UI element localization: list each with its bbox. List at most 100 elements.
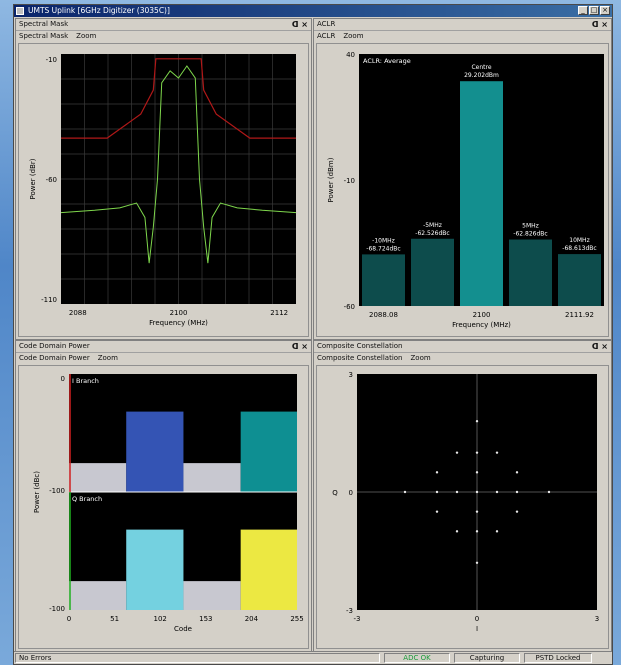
aclr-legend: ACLR: Average [363, 57, 411, 65]
pane-title: Code Domain Power [19, 342, 90, 350]
x-tick-label: 3 [595, 615, 599, 623]
constellation-chart[interactable]: 3 0 -3-3 0 3 I Q [317, 366, 608, 648]
menu-zoom[interactable]: Zoom [97, 354, 118, 362]
pane-title: ACLR [317, 20, 336, 28]
x-tick-label: 102 [154, 615, 167, 623]
constellation-point [475, 490, 479, 494]
plot-frame: 3 0 -3 -3 0 3 I Q [316, 365, 609, 649]
x-axis-label: I [476, 625, 478, 633]
y-tick-label: 3 [349, 371, 353, 379]
x-tick-label: 0 [475, 615, 479, 623]
series-mask [61, 58, 296, 139]
bar-category-label: Centre [471, 64, 491, 71]
constellation-point [475, 471, 479, 474]
bar-value-label: 29.202dBm [464, 72, 499, 79]
app-icon [16, 7, 24, 15]
x-tick-label: 2100 [473, 311, 491, 319]
pane-controls[interactable]: ᗡ × [291, 342, 308, 351]
code-domain-power-pane: Code Domain Power ᗡ × Code Domain Power Zo… [15, 340, 312, 652]
maximize-button[interactable]: □ [589, 6, 599, 15]
x-tick-label: 204 [245, 615, 259, 623]
y-tick-label: -110 [41, 296, 57, 304]
constellation-point [495, 530, 499, 533]
pstd-status: PSTD Locked [524, 653, 592, 663]
y-axis-label: Power (dBc) [33, 471, 41, 513]
aclr-pane: ACLR ᗡ × ACLR Zoom ACLR: Average -10MHz -68.… [313, 18, 612, 340]
x-axis-label: Frequency (MHz) [452, 321, 511, 329]
bar-category-label: 10MHz [569, 237, 589, 244]
constellation-point [515, 471, 519, 474]
close-button[interactable]: × [600, 6, 610, 15]
bar-value-label: -68.724dBc [366, 245, 400, 252]
pane-controls[interactable]: ᗡ × [591, 342, 608, 351]
aclr-chart[interactable]: ACLR: Average -10MHz-68.724dBc -5MHz-62.52… [317, 44, 608, 336]
plot-frame: ACLR: Average -10MHz -68.724dBc -5MHz -62.52… [316, 43, 609, 337]
plot-frame: -10 -60 -110 2088 2100 2112 Frequency (MHz) Pow… [18, 43, 309, 337]
code-block [240, 529, 297, 610]
x-tick-label: 0 [67, 615, 71, 623]
bar-value-label: -62.526dBc [415, 230, 449, 237]
constellation-point [455, 490, 459, 494]
bar-category-label: 5MHz [522, 223, 539, 230]
aclr-bar [411, 238, 454, 306]
y-tick-label: -60 [344, 303, 355, 311]
menu-code-domain-power[interactable]: Code Domain Power [19, 354, 90, 362]
y-axis-label: Power (dBr) [29, 158, 37, 199]
code-block [69, 581, 127, 610]
code-block [240, 411, 297, 492]
menu-aclr[interactable]: ACLR [317, 32, 336, 40]
menu-zoom[interactable]: Zoom [410, 354, 431, 362]
aclr-bar [362, 254, 405, 306]
y-tick-label: 40 [346, 51, 355, 59]
title-bar[interactable]: UMTS Uplink [6GHz Digitizer (3035C)] _ □… [14, 5, 612, 17]
y-axis-label: Power (dBm) [327, 157, 335, 202]
x-tick-label: 2088.08 [369, 311, 398, 319]
x-tick-label: 51 [110, 615, 119, 623]
branch-label: Q Branch [72, 495, 102, 503]
constellation-pane: Composite Constellation ᗡ × Composite Con… [313, 340, 612, 652]
menu-zoom[interactable]: Zoom [76, 32, 97, 40]
constellation-point [475, 530, 479, 533]
pane-controls[interactable]: ᗡ × [291, 20, 308, 29]
code-block [126, 411, 184, 492]
menu-composite-constellation[interactable]: Composite Constellation [317, 354, 403, 362]
pane-title: Composite Constellation [317, 342, 403, 350]
app-window: UMTS Uplink [6GHz Digitizer (3035C)] _ □… [13, 4, 613, 665]
constellation-point [475, 420, 479, 423]
menu-spectral-mask[interactable]: Spectral Mask [19, 32, 69, 40]
constellation-point [435, 490, 439, 494]
plot-frame: I Branch Q Branch 0 -100 -100 0 51 102 153 204 255… [18, 365, 309, 649]
constellation-point [515, 510, 519, 513]
menu-zoom[interactable]: Zoom [343, 32, 364, 40]
status-bar: No Errors ADC OK Capturing PSTD Locked [14, 651, 612, 664]
bar-category-label: -10MHz [372, 237, 395, 244]
y-tick-label: 0 [61, 375, 65, 383]
x-tick-label: 255 [290, 615, 303, 623]
constellation-point [455, 530, 459, 533]
aclr-bar [460, 81, 503, 306]
constellation-point [475, 451, 479, 454]
pane-title: Spectral Mask [19, 20, 69, 28]
constellation-point [495, 490, 499, 494]
spectral-mask-pane: Spectral Mask ᗡ × Spectral Mask Zoom -10 -6… [15, 18, 312, 340]
x-tick-label: 153 [199, 615, 212, 623]
constellation-point [455, 451, 459, 454]
pane-controls[interactable]: ᗡ × [591, 20, 608, 29]
series-trace [60, 65, 297, 264]
constellation-point [435, 510, 439, 513]
y-axis-label: Q [332, 489, 338, 497]
y-tick-label: -10 [46, 56, 57, 64]
constellation-point [475, 561, 479, 564]
window-title: UMTS Uplink [6GHz Digitizer (3035C)] [28, 6, 170, 15]
code-block [183, 463, 241, 492]
spectral-mask-chart[interactable]: -10 -60 -110 2088 2100 2112 Frequency (MHz) Pow… [19, 44, 308, 336]
constellation-point [495, 451, 499, 454]
y-tick-label: -60 [46, 176, 57, 184]
y-tick-label: -100 [49, 605, 65, 613]
code-block [126, 529, 184, 610]
x-tick-label: 2088 [69, 309, 87, 317]
minimize-button[interactable]: _ [578, 6, 588, 15]
y-tick-label: -100 [49, 487, 65, 495]
x-tick-label: 2100 [170, 309, 188, 317]
